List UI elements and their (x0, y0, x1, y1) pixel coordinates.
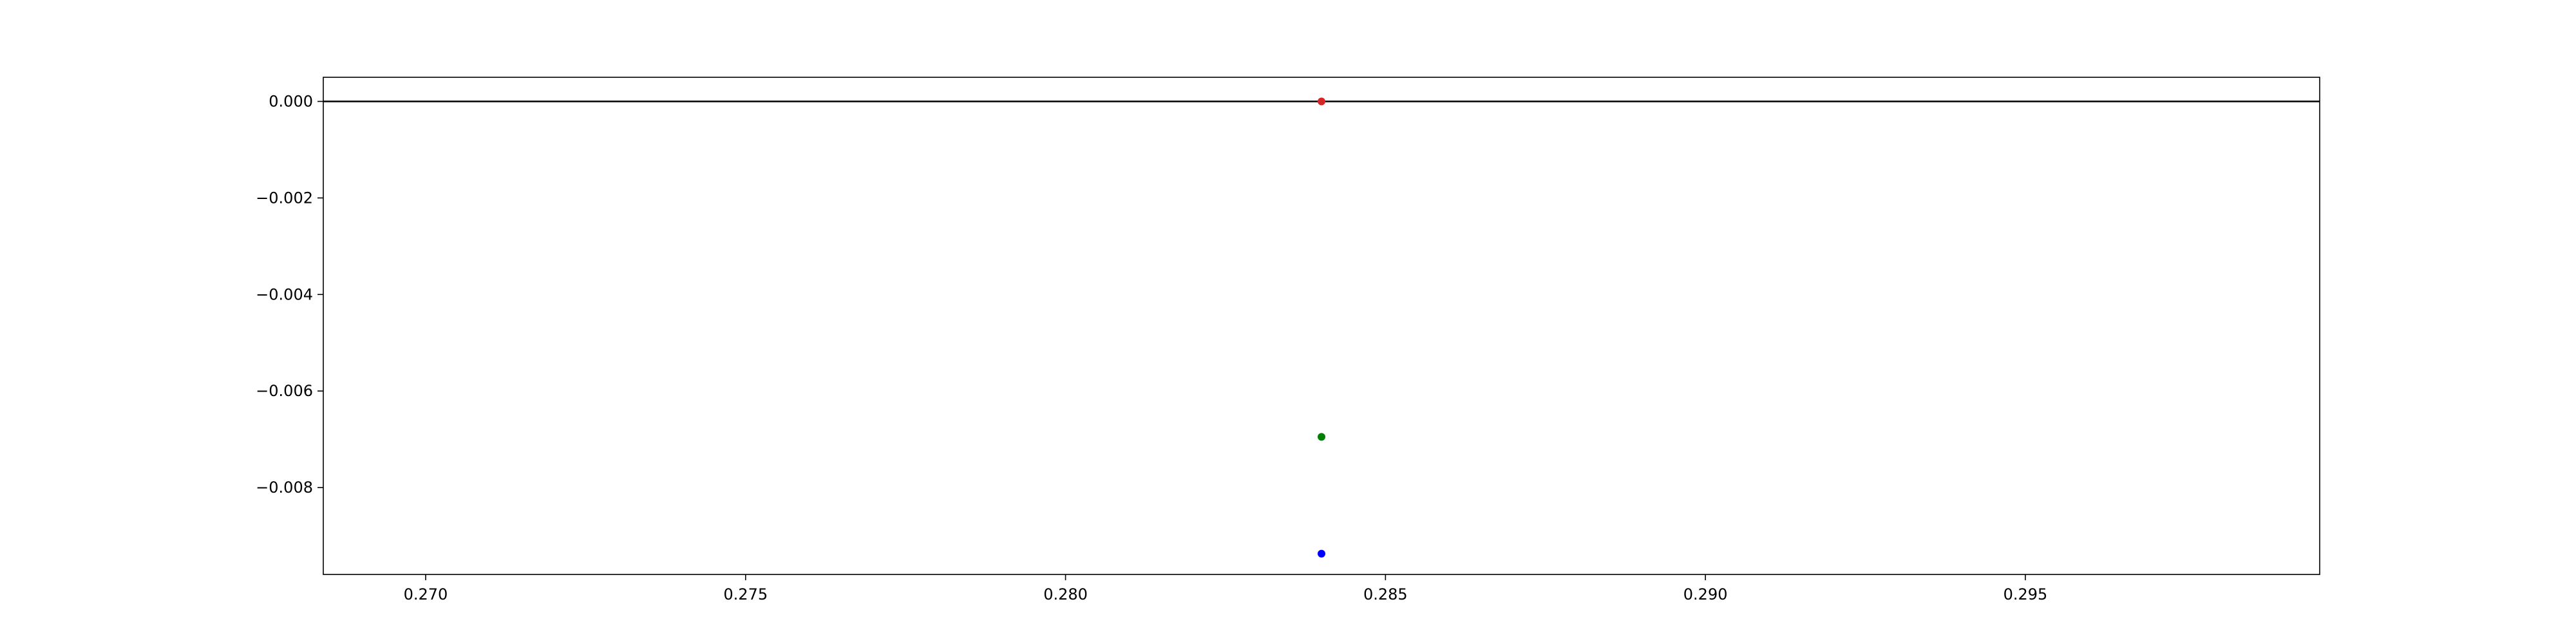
data-point (1318, 549, 1325, 558)
axes: 0.270 0.275 0.280 0.285 0.290 0.295 0.000 −0.00… (256, 77, 2320, 603)
x-tick-label: 0.295 (2003, 585, 2048, 603)
y-tick-label: −0.004 (256, 285, 313, 303)
y-tick-label: −0.008 (256, 478, 313, 497)
x-tick-label: 0.275 (723, 585, 768, 603)
data-point (1318, 433, 1325, 441)
plot-area (323, 97, 2320, 558)
y-tick-label: −0.006 (256, 382, 313, 400)
plot-frame (323, 77, 2320, 575)
x-tick-label: 0.290 (1683, 585, 1728, 603)
y-tick-label: 0.000 (269, 92, 313, 110)
x-tick-label: 0.270 (404, 585, 448, 603)
x-tick-label: 0.280 (1043, 585, 1088, 603)
data-point (1318, 97, 1325, 106)
y-tick-label: −0.002 (256, 189, 313, 207)
x-tick-label: 0.285 (1363, 585, 1408, 603)
